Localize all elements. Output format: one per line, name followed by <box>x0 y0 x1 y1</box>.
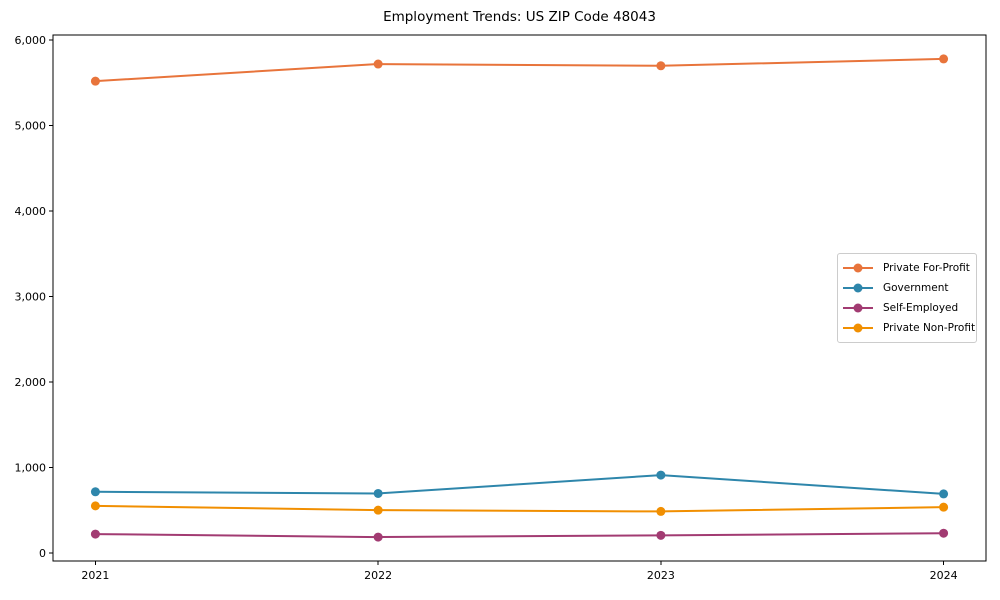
data-point-private-non-profit-2022 <box>373 505 383 515</box>
data-point-private-non-profit-2021 <box>90 501 100 511</box>
legend-item-private-non-profit: Private Non-Profit <box>843 318 976 338</box>
data-point-government-2021 <box>90 487 100 497</box>
legend-line-marker-swatch <box>843 283 873 293</box>
x-axis-tick-label: 2022 <box>364 569 392 582</box>
data-point-private-for-profit-2023 <box>656 61 666 71</box>
legend-label: Self-Employed <box>883 302 959 314</box>
series-line-private-non-profit <box>95 504 944 513</box>
data-point-private-for-profit-2024 <box>939 54 949 64</box>
legend-marker-dot <box>853 283 863 293</box>
legend-line-marker-swatch <box>843 303 873 313</box>
legend-item-self-employed: Self-Employed <box>843 298 976 318</box>
data-point-self-employed-2023 <box>656 530 666 540</box>
legend-marker-dot <box>853 303 863 313</box>
chart-legend: Private For-Profit Government Self-Employe… <box>837 253 977 343</box>
x-axis-tick-label: 2021 <box>81 569 109 582</box>
data-point-government-2022 <box>373 488 383 498</box>
y-axis-tick-label: 1,000 <box>15 461 47 474</box>
legend-line-marker-swatch <box>843 263 873 273</box>
legend-item-private-for-profit: Private For-Profit <box>843 258 976 278</box>
y-axis-tick-label: 2,000 <box>15 376 47 389</box>
legend-label: Private For-Profit <box>883 262 970 274</box>
y-axis-tick-label: 6,000 <box>15 34 47 47</box>
legend-line-marker-swatch <box>843 323 873 333</box>
data-point-self-employed-2022 <box>373 532 383 542</box>
chart-title: Employment Trends: US ZIP Code 48043 <box>383 9 656 25</box>
y-axis-tick-label: 5,000 <box>15 120 47 133</box>
legend-label: Private Non-Profit <box>883 322 976 334</box>
data-point-government-2024 <box>939 489 949 499</box>
plot-border <box>52 34 987 562</box>
legend-label: Government <box>883 282 949 294</box>
data-point-private-for-profit-2021 <box>90 76 100 86</box>
series-line-private-for-profit <box>95 57 944 83</box>
data-point-government-2023 <box>656 470 666 480</box>
data-point-private-non-profit-2023 <box>656 506 666 516</box>
data-point-self-employed-2024 <box>939 528 949 538</box>
data-point-self-employed-2021 <box>90 529 100 539</box>
data-point-private-non-profit-2024 <box>939 502 949 512</box>
y-axis-tick-label: 4,000 <box>15 205 47 218</box>
x-axis-tick-label: 2023 <box>647 569 675 582</box>
series-line-self-employed <box>95 532 944 539</box>
y-axis-tick-label: 0 <box>39 547 46 560</box>
series-line-government <box>95 474 944 495</box>
legend-marker-dot <box>853 263 863 273</box>
legend-marker-dot <box>853 323 863 333</box>
x-axis-tick-label: 2024 <box>930 569 958 582</box>
legend-item-government: Government <box>843 278 976 298</box>
data-point-private-for-profit-2022 <box>373 59 383 69</box>
y-axis-tick-label: 3,000 <box>15 291 47 304</box>
